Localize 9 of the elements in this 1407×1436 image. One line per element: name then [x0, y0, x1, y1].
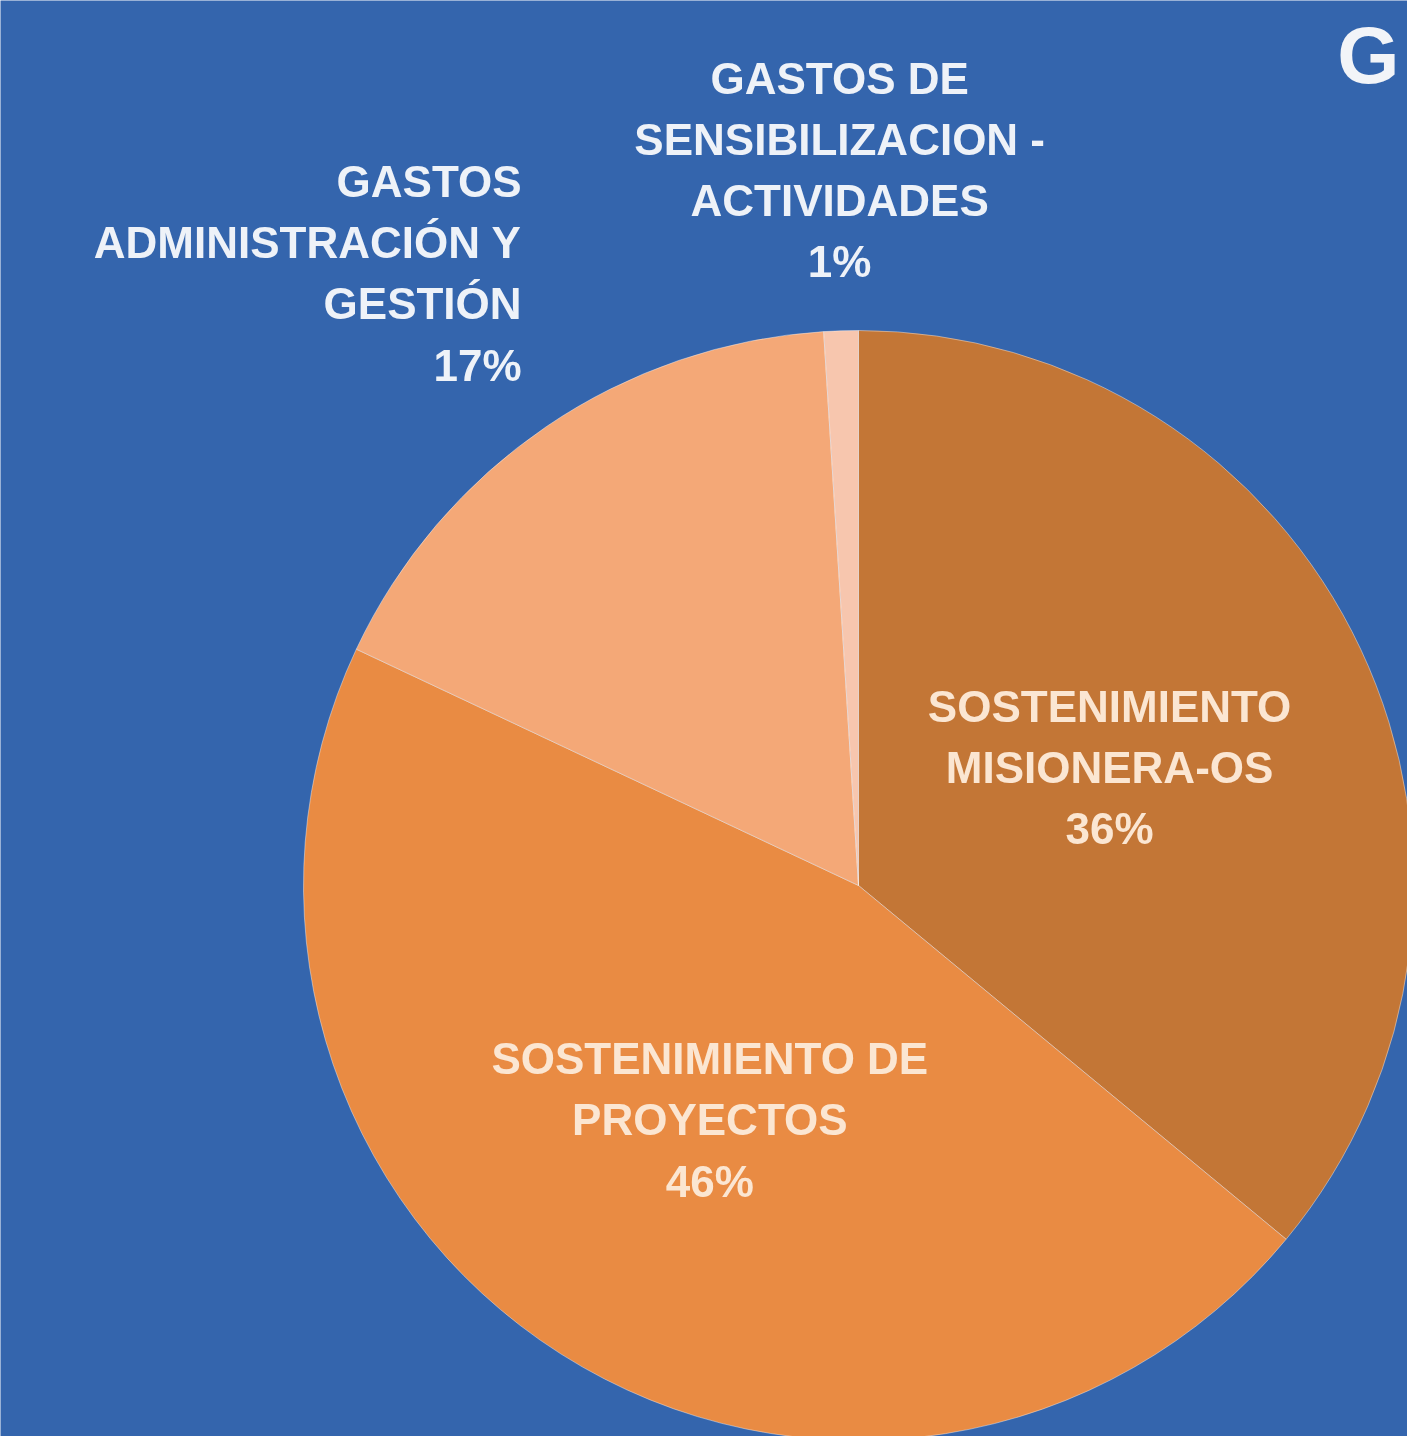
data-label: 46%	[665, 1156, 754, 1206]
slice-label: SOSTENIMIENTO MISIONERA-OS	[927, 681, 1292, 792]
data-label: 36%	[1065, 804, 1154, 854]
slice-label: GASTOS ADMINISTRACIÓN Y GESTIÓN	[93, 157, 522, 329]
slice-label: SOSTENIMIENTO DE PROYECTOS	[491, 1034, 929, 1145]
data-label: 1%	[807, 237, 872, 287]
data-label: 17%	[433, 340, 522, 390]
slice-label: GASTOS DE SENSIBILIZACION - ACTIVIDADES	[634, 53, 1046, 226]
chart-title: G	[1337, 10, 1400, 100]
